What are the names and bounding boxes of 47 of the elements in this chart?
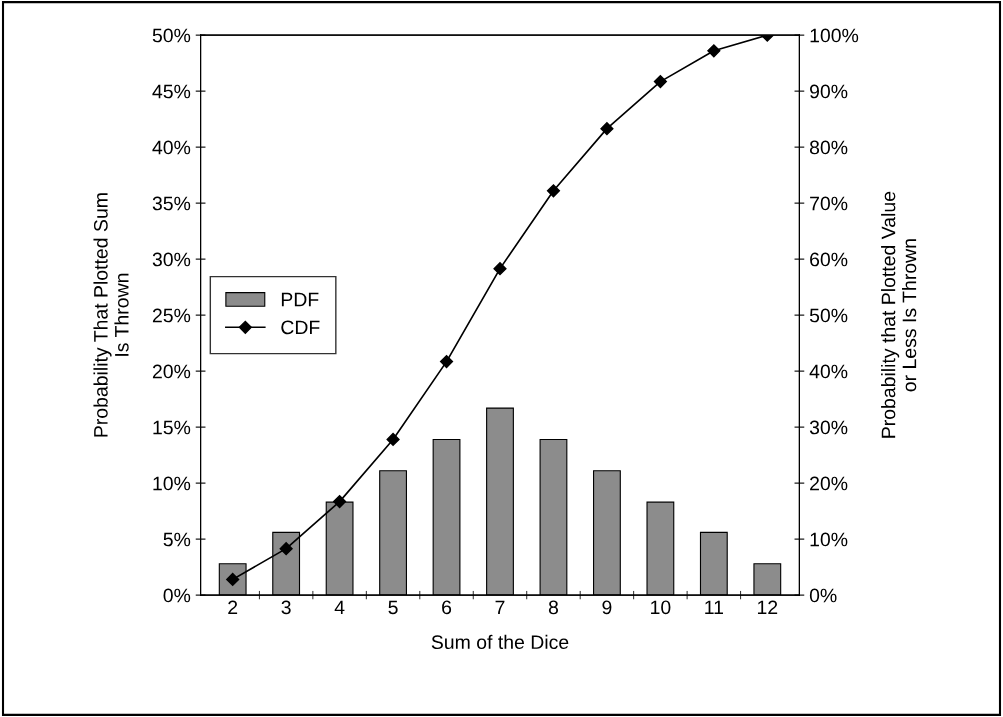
y2-tick-label: 30%	[809, 420, 848, 435]
point	[439, 355, 454, 369]
point	[333, 495, 347, 509]
point	[546, 184, 561, 198]
x-tick-label: 6	[442, 600, 452, 615]
legend-label: CDF	[281, 320, 320, 335]
y2-tick-label: 70%	[810, 196, 848, 211]
y2-tick-label: 20%	[810, 476, 848, 491]
y2-axis-title: Probability that Plotted Value or Less Is Thrown	[881, 191, 917, 438]
y2-tick-label: 60%	[810, 252, 848, 267]
x-axis-title: Sum of the Dice	[431, 634, 569, 650]
x-tick-label: 5	[388, 600, 398, 615]
x-tick-label: 4	[334, 600, 345, 615]
y2-tick-label: 10%	[810, 532, 848, 547]
y-tick-label: 40%	[152, 140, 191, 155]
y-tick-label: 25%	[152, 308, 191, 323]
point	[653, 75, 667, 89]
y-axis-title: Probability That Plotted Sum Is Thrown	[93, 193, 129, 437]
y-tick-label: 5%	[163, 532, 191, 547]
y-tick-label: 0%	[163, 588, 191, 603]
y2-tick-label: 80%	[809, 140, 848, 155]
point	[493, 262, 507, 276]
y-tick-label: 35%	[152, 196, 191, 211]
point	[600, 122, 614, 136]
x-tick-label: 7	[495, 600, 505, 615]
y2-tick-label: 0%	[809, 588, 837, 603]
y2-tick-label: 40%	[809, 364, 848, 379]
point	[386, 432, 400, 447]
y-tick-label: 30%	[152, 252, 191, 267]
x-tick-label: 8	[548, 600, 559, 615]
y-tick-label: 15%	[153, 420, 191, 435]
y-tick-label: 45%	[152, 84, 191, 99]
x-tick-label: 2	[228, 600, 238, 615]
point	[707, 44, 721, 58]
y-tick-label: 50%	[152, 28, 191, 43]
y2-tick-label: 100%	[810, 28, 859, 43]
x-tick-label: 9	[602, 600, 612, 615]
y-tick-label: 20%	[152, 364, 191, 379]
x-tick-label: 3	[281, 600, 291, 615]
point	[279, 542, 293, 556]
x-tick-label: 12	[757, 600, 778, 615]
legend-label: PDF	[281, 292, 319, 307]
x-tick-label: 11	[705, 600, 723, 615]
y2-tick-label: 90%	[810, 84, 848, 99]
x-tick-label: 10	[651, 600, 671, 615]
y2-tick-label: 50%	[809, 308, 848, 323]
y-tick-label: 10%	[153, 476, 191, 491]
